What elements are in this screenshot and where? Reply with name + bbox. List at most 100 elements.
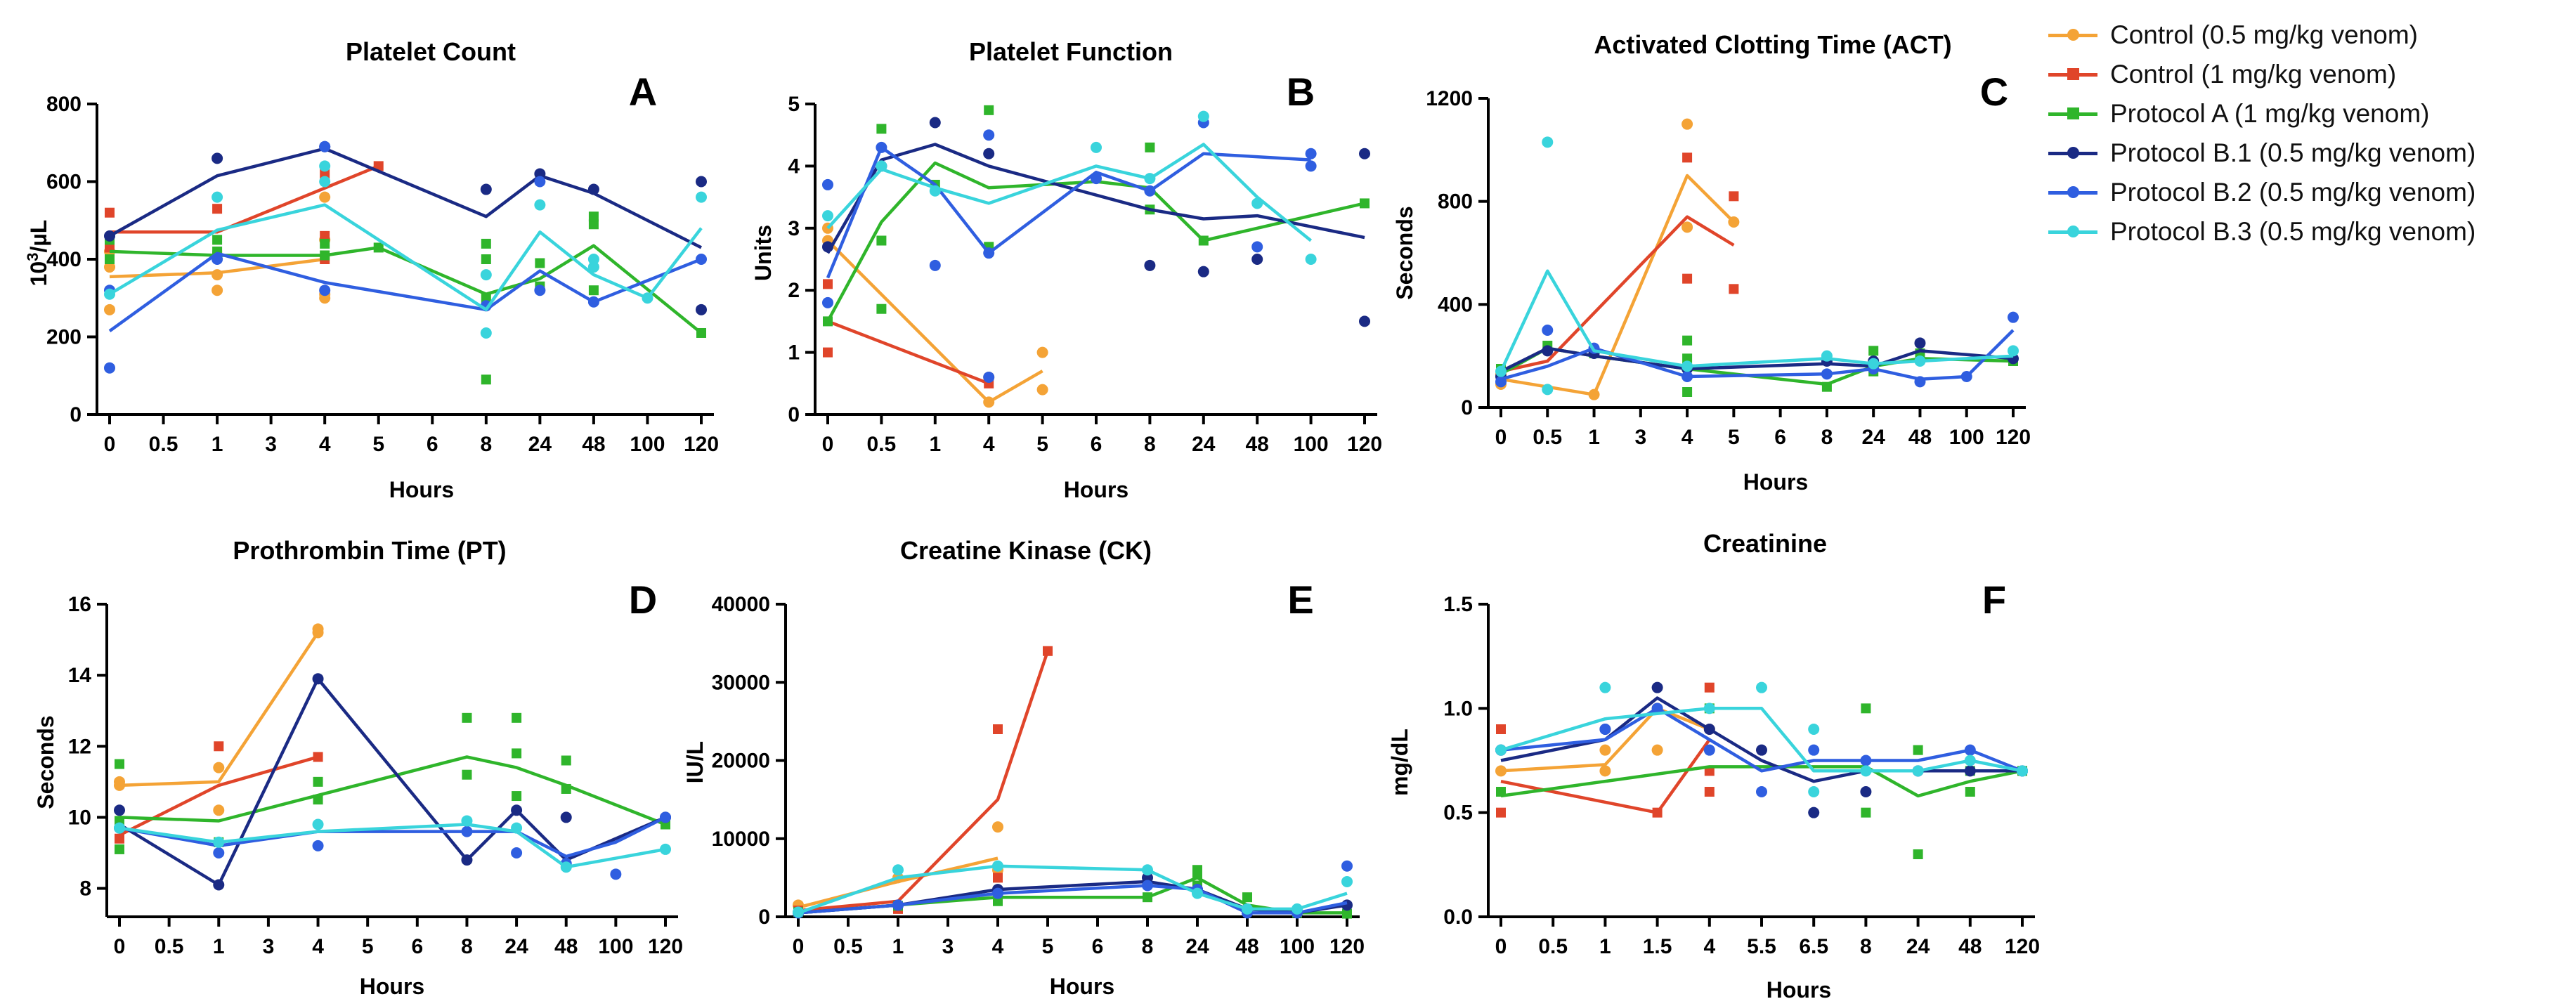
- data-point-protocol-b-3-0-5-mg-kg-venom: [929, 185, 941, 197]
- data-point-control-1-mg-kg-venom: [1704, 787, 1715, 797]
- y-tick-label: 20000: [712, 750, 770, 773]
- data-point-protocol-b-3-0-5-mg-kg-venom: [319, 160, 331, 172]
- x-tick-label: 24: [505, 935, 528, 958]
- y-tick-label: 8: [79, 877, 91, 901]
- panel-d-letter: D: [629, 577, 657, 622]
- data-point-protocol-b-3-0-5-mg-kg-venom: [822, 210, 833, 222]
- x-tick-label: 48: [1246, 433, 1269, 456]
- x-tick-label: 48: [554, 935, 578, 958]
- x-tick-label: 4: [319, 433, 331, 456]
- data-point-protocol-b-2-0-5-mg-kg-venom: [587, 296, 599, 308]
- y-tick-label: 0: [758, 906, 770, 929]
- x-tick-label: 100: [1294, 433, 1329, 456]
- legend-label: Protocol B.3 (0.5 mg/kg venom): [2110, 217, 2476, 246]
- data-point-control-0-5-mg-kg-venom: [114, 776, 125, 788]
- y-tick-label: 3: [788, 217, 800, 240]
- data-point-protocol-b-2-0-5-mg-kg-venom: [1305, 148, 1317, 159]
- data-point-protocol-b-3-0-5-mg-kg-venom: [1292, 903, 1303, 915]
- x-tick-label: 0.5: [155, 935, 184, 958]
- data-point-protocol-b-3-0-5-mg-kg-venom: [1251, 197, 1263, 209]
- data-point-protocol-b-1-0-5-mg-kg-venom: [312, 673, 324, 685]
- data-point-protocol-a-1-mg-kg-venom: [1145, 142, 1155, 152]
- data-point-protocol-b-3-0-5-mg-kg-venom: [587, 261, 599, 273]
- data-point-protocol-b-3-0-5-mg-kg-venom: [480, 327, 492, 339]
- data-point-control-0-5-mg-kg-venom: [1495, 765, 1507, 777]
- data-point-protocol-b-2-0-5-mg-kg-venom: [212, 254, 223, 265]
- data-point-protocol-b-2-0-5-mg-kg-venom: [983, 371, 995, 383]
- panel-d-title: Prothrombin Time (PT): [233, 536, 506, 565]
- y-tick-label: 5: [788, 93, 800, 116]
- data-point-protocol-b-3-0-5-mg-kg-venom: [1703, 703, 1715, 714]
- data-point-control-1-mg-kg-venom: [115, 833, 124, 844]
- data-point-protocol-b-2-0-5-mg-kg-venom: [992, 887, 1003, 899]
- x-tick-label: 0: [1495, 426, 1507, 449]
- x-tick-label: 24: [1906, 935, 1930, 958]
- data-point-protocol-a-1-mg-kg-venom: [588, 285, 599, 296]
- data-point-protocol-b-2-0-5-mg-kg-venom: [929, 259, 941, 271]
- data-point-protocol-b-2-0-5-mg-kg-venom: [660, 811, 671, 823]
- panel-c-title: Activated Clotting Time (ACT): [1594, 30, 1951, 59]
- data-point-protocol-b-2-0-5-mg-kg-venom: [1860, 755, 1872, 766]
- data-point-protocol-a-1-mg-kg-venom: [313, 795, 323, 805]
- panel-b-letter: B: [1287, 70, 1315, 114]
- y-tick-label: 400: [1438, 293, 1473, 316]
- y-tick-label: 1.0: [1443, 697, 1473, 720]
- legend-circle-marker-icon: [2067, 186, 2079, 198]
- panel-b-platelet-function: Platelet Function B Units Hours 0 1 2 3 4 5 0 0…: [750, 37, 1382, 502]
- series-line-control-1-mg-kg-venom: [827, 320, 990, 385]
- data-point-protocol-b-1-0-5-mg-kg-venom: [212, 152, 223, 164]
- x-tick-label: 24: [1192, 433, 1216, 456]
- data-point-protocol-b-2-0-5-mg-kg-venom: [1651, 703, 1663, 714]
- x-tick-label: 48: [1958, 935, 1982, 958]
- y-tick-label: 0: [70, 403, 82, 426]
- panel-e-letter: E: [1287, 577, 1313, 622]
- x-tick-label: 1: [892, 935, 904, 958]
- x-tick-label: 0.5: [149, 433, 178, 456]
- x-tick-label: 0: [114, 935, 126, 958]
- x-tick-label: 4: [1681, 426, 1693, 449]
- data-point-protocol-a-1-mg-kg-venom: [320, 250, 330, 261]
- x-tick-label: 3: [1634, 426, 1646, 449]
- data-point-protocol-b-3-0-5-mg-kg-venom: [876, 160, 887, 172]
- data-point-protocol-a-1-mg-kg-venom: [462, 712, 472, 723]
- x-tick-label: 120: [2005, 935, 2040, 958]
- data-point-protocol-b-2-0-5-mg-kg-venom: [822, 296, 833, 308]
- x-tick-label: 3: [265, 433, 277, 456]
- data-point-control-1-mg-kg-venom: [1652, 807, 1663, 818]
- data-point-protocol-b-3-0-5-mg-kg-venom: [1914, 355, 1926, 367]
- data-point-protocol-b-3-0-5-mg-kg-venom: [587, 254, 599, 265]
- data-point-protocol-b-3-0-5-mg-kg-venom: [892, 864, 904, 876]
- x-tick-label: 48: [1235, 935, 1258, 958]
- data-point-protocol-a-1-mg-kg-venom: [588, 219, 599, 230]
- data-point-protocol-b-2-0-5-mg-kg-venom: [461, 825, 473, 837]
- x-tick-label: 24: [528, 433, 552, 456]
- data-point-protocol-b-2-0-5-mg-kg-venom: [1756, 786, 1767, 797]
- data-point-protocol-b-3-0-5-mg-kg-venom: [511, 822, 523, 834]
- y-tick-label: 4: [788, 155, 800, 178]
- data-point-protocol-b-3-0-5-mg-kg-venom: [1860, 765, 1872, 777]
- data-point-protocol-b-2-0-5-mg-kg-venom: [1808, 744, 1820, 756]
- panel-d-pt: Prothrombin Time (PT) D Seconds Hours 8 1…: [33, 536, 683, 999]
- data-point-protocol-b-3-0-5-mg-kg-venom: [642, 292, 653, 304]
- data-point-protocol-b-3-0-5-mg-kg-venom: [213, 836, 225, 848]
- y-tick-label: 14: [68, 664, 92, 687]
- data-point-protocol-b-1-0-5-mg-kg-venom: [213, 879, 225, 891]
- data-point-protocol-a-1-mg-kg-venom: [1913, 745, 1923, 755]
- data-point-protocol-b-2-0-5-mg-kg-venom: [1144, 185, 1156, 197]
- data-point-protocol-a-1-mg-kg-venom: [561, 783, 571, 794]
- x-tick-label: 1: [929, 433, 941, 456]
- data-point-control-0-5-mg-kg-venom: [1681, 118, 1693, 130]
- data-point-protocol-b-3-0-5-mg-kg-venom: [1495, 365, 1507, 377]
- x-tick-label: 4: [312, 935, 324, 958]
- x-tick-label: 1: [1588, 426, 1600, 449]
- data-point-protocol-b-3-0-5-mg-kg-venom: [793, 906, 804, 918]
- data-point-protocol-b-2-0-5-mg-kg-venom: [1091, 173, 1102, 185]
- data-point-control-0-5-mg-kg-venom: [1036, 346, 1048, 358]
- x-tick-label: 1: [1599, 935, 1611, 958]
- data-point-protocol-b-2-0-5-mg-kg-venom: [1703, 744, 1715, 756]
- panel-f-letter: F: [1982, 577, 2006, 622]
- x-tick-label: 24: [1185, 935, 1209, 958]
- legend-label: Protocol A (1 mg/kg venom): [2110, 99, 2430, 128]
- data-point-protocol-b-1-0-5-mg-kg-venom: [587, 183, 599, 195]
- data-point-control-1-mg-kg-venom: [313, 752, 323, 762]
